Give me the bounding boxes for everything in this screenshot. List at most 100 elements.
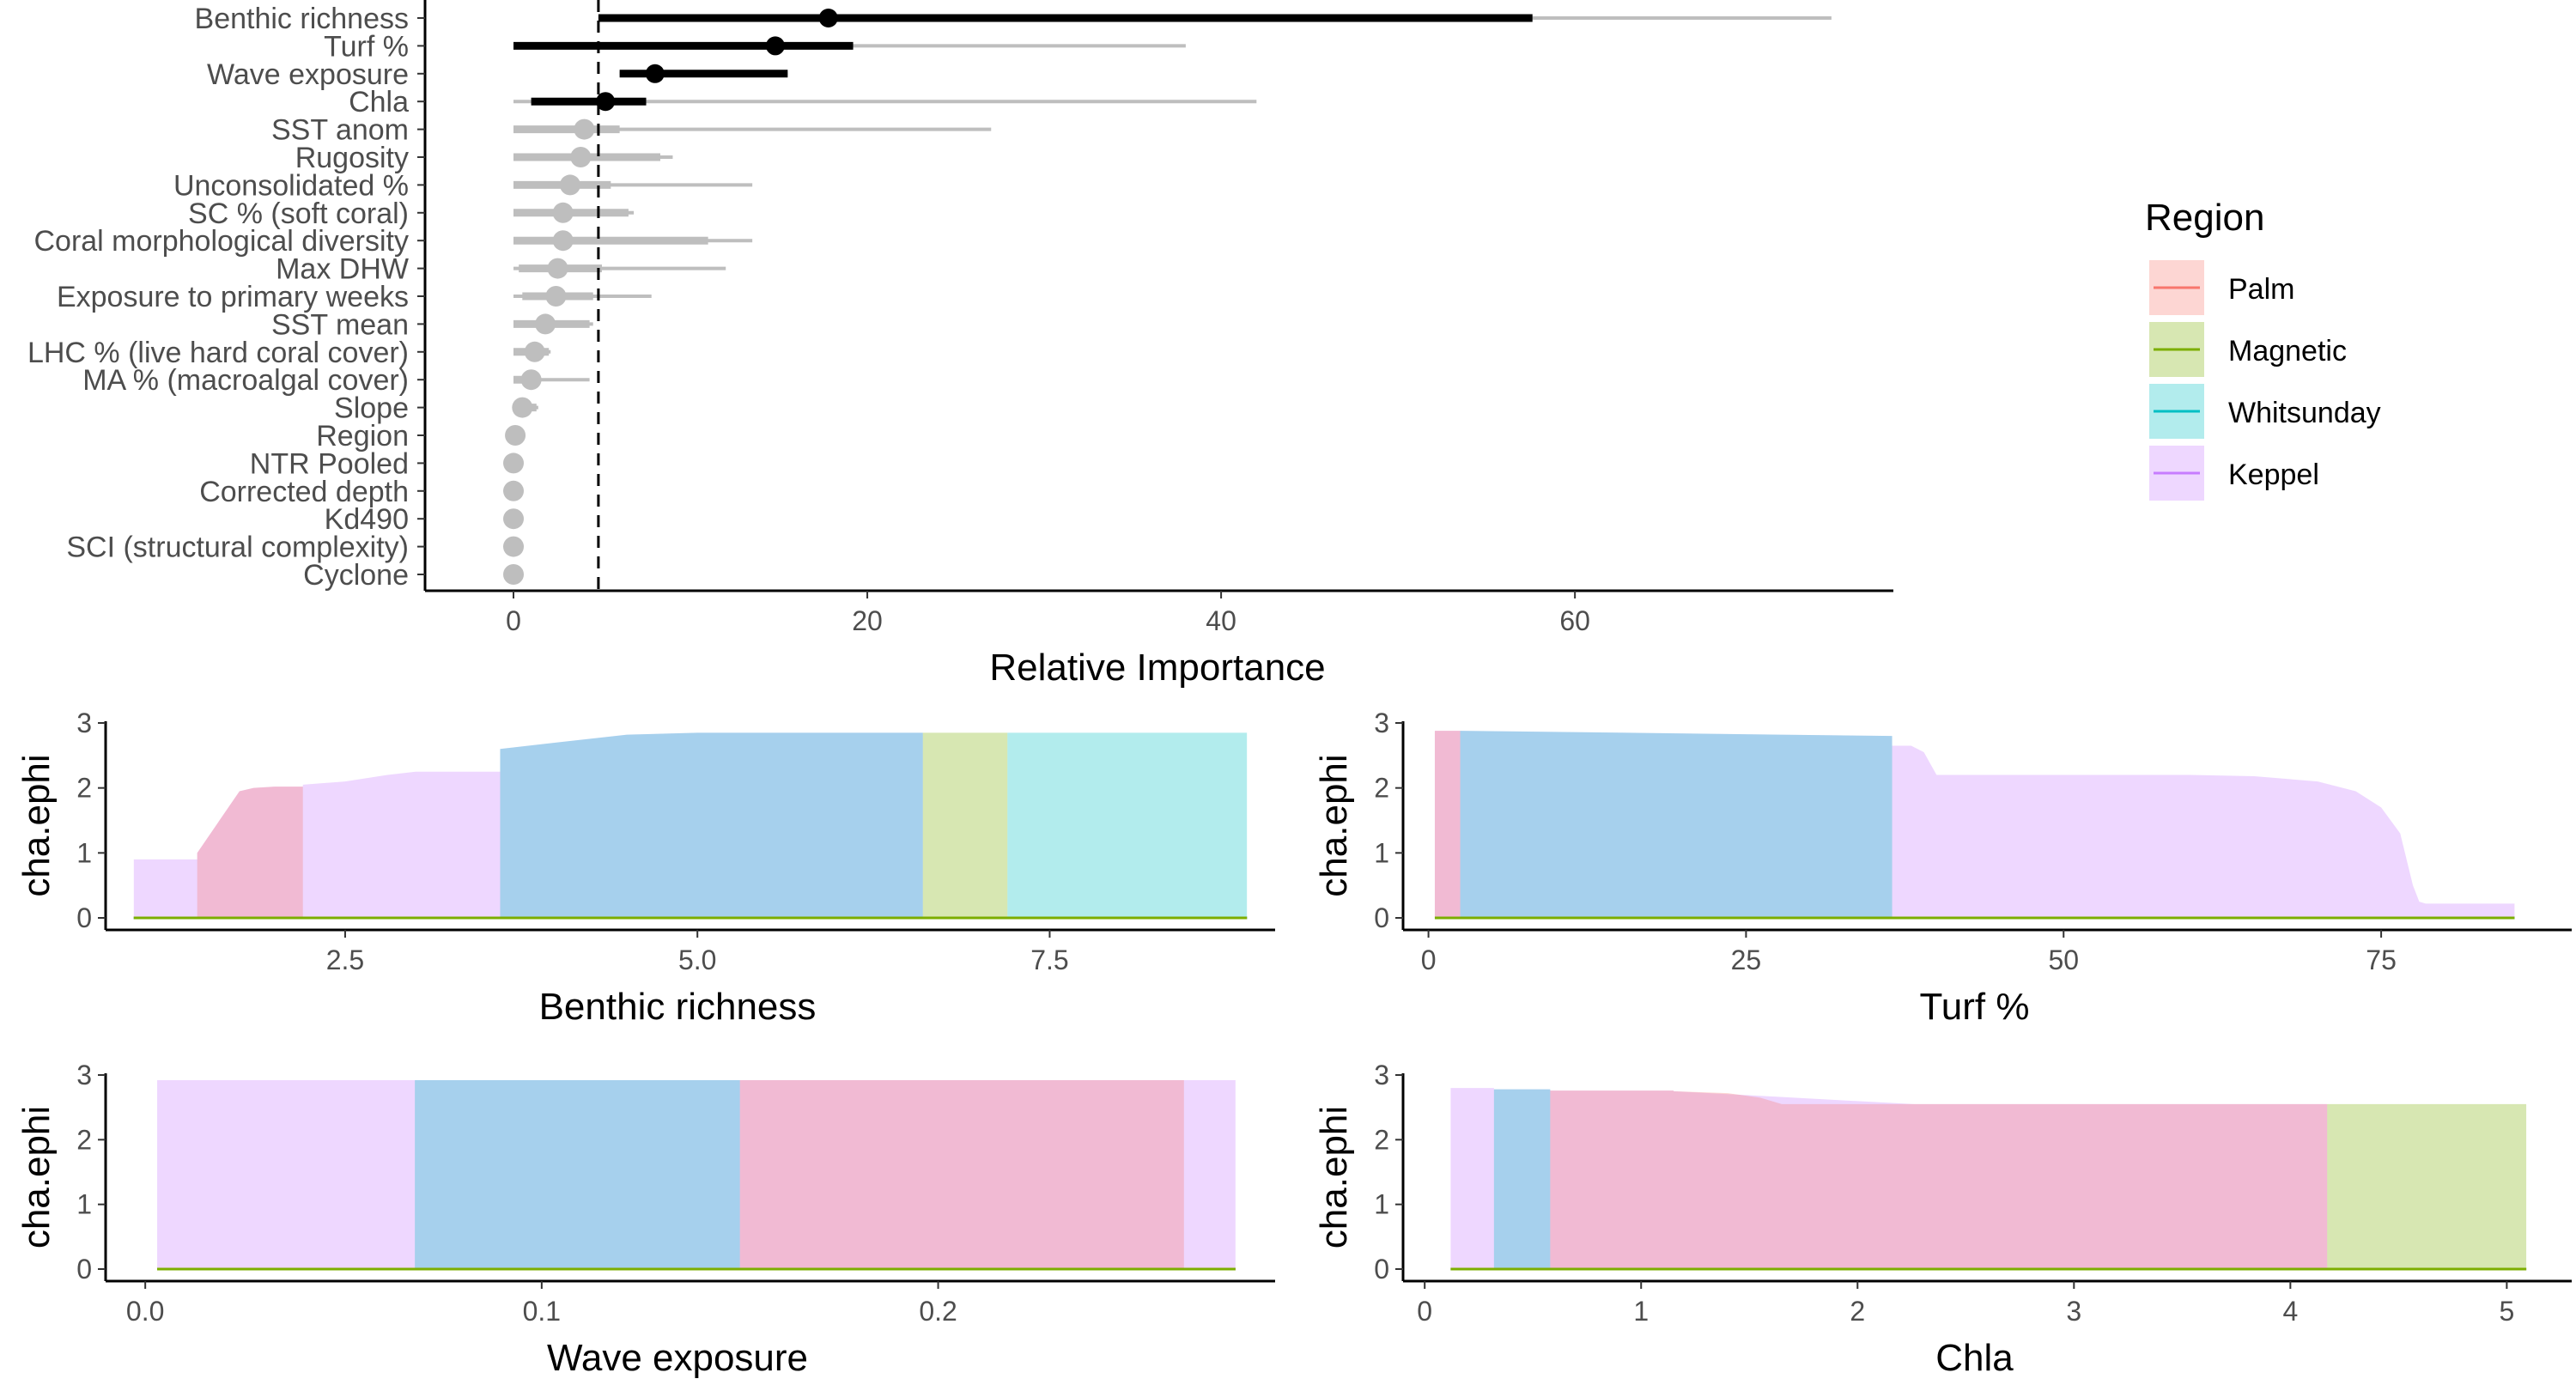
variable-label: Benthic richness	[195, 3, 409, 35]
x-tick-label: 25	[1731, 945, 1762, 975]
median-point	[512, 397, 533, 418]
y-axis-title: cha.ephi	[1313, 1106, 1355, 1248]
variable-label: Chla	[349, 86, 409, 118]
median-point	[535, 313, 556, 335]
dependence-panel-benthic-richness: 0 1 2 3 2.5 5.0 7.5 Benthic richness cha.ephi	[15, 708, 1275, 1028]
dependence-panel-chla: 0 1 2 3 0 1 2 3 4 5 Chla cha.ephi	[1313, 1060, 2572, 1379]
variable-label: Kd490	[325, 503, 409, 536]
x-axis-title: Chla	[1935, 1337, 2014, 1379]
median-point	[503, 508, 525, 530]
variable-label: Rugosity	[295, 142, 409, 174]
x-tick-label: 0	[1417, 1296, 1432, 1327]
area-keppel	[157, 1080, 1236, 1269]
median-point	[552, 202, 574, 223]
x-tick-label: 5.0	[678, 945, 716, 975]
x-tick-label: 7.5	[1030, 945, 1068, 975]
variable-label: NTR Pooled	[250, 447, 409, 480]
median-point	[520, 369, 542, 391]
variable-label: SC % (soft coral)	[188, 197, 409, 230]
area-whitsunday	[1434, 731, 2515, 918]
y-tick-label: 0	[76, 902, 92, 933]
median-point	[524, 341, 545, 362]
legend-label-palm: Palm	[2228, 273, 2294, 306]
x-tick-label: 20	[852, 605, 883, 636]
x-tick-label: 2	[1850, 1296, 1865, 1327]
x-tick-label: 4	[2282, 1296, 2298, 1327]
x-tick-label: 0.1	[523, 1296, 561, 1327]
x-axis-title: Benthic richness	[539, 986, 817, 1028]
region-legend: Region Palm Magnetic Whitsunday Keppel	[2145, 197, 2381, 501]
variable-label: SST mean	[271, 308, 409, 341]
area-whitsunday	[133, 732, 1248, 918]
median-point	[765, 36, 785, 56]
y-tick-label: 1	[76, 1189, 92, 1220]
median-point	[574, 118, 595, 140]
y-tick-label: 0	[1374, 1254, 1389, 1285]
median-point	[503, 536, 525, 557]
y-tick-label: 2	[1374, 773, 1389, 804]
legend-label-whitsunday: Whitsunday	[2228, 397, 2381, 429]
y-axis-title: cha.ephi	[1313, 754, 1355, 896]
variable-label: Exposure to primary weeks	[57, 281, 409, 313]
variable-label: Cyclone	[303, 559, 409, 592]
median-point	[503, 564, 525, 585]
median-point	[503, 453, 525, 474]
x-axis-title: Relative Importance	[989, 647, 1325, 689]
dependence-panel-turf: 0 1 2 3 0 25 50 75 Turf % cha.ephi	[1313, 708, 2572, 1028]
x-tick-label: 40	[1206, 605, 1236, 636]
area-keppel	[1450, 1088, 2527, 1269]
variable-label: Coral morphological diversity	[33, 225, 409, 258]
area-magnetic	[1450, 1103, 2527, 1269]
x-tick-label: 75	[2366, 945, 2397, 975]
legend-label-magnetic: Magnetic	[2228, 335, 2347, 367]
area-magnetic	[133, 732, 1248, 918]
median-point	[503, 480, 525, 501]
area-palm	[157, 1080, 1236, 1269]
y-tick-label: 2	[76, 1124, 92, 1155]
y-tick-label: 2	[76, 773, 92, 804]
y-tick-label: 1	[1374, 1189, 1389, 1220]
variable-label: Wave exposure	[207, 58, 409, 91]
y-axis-title: cha.ephi	[15, 754, 58, 896]
x-tick-label: 0	[1421, 945, 1437, 975]
x-tick-label: 0.0	[126, 1296, 164, 1327]
y-tick-label: 3	[76, 708, 92, 738]
variable-label: Slope	[334, 392, 409, 425]
x-axis-title: Wave exposure	[547, 1337, 808, 1379]
y-tick-label: 0	[76, 1254, 92, 1285]
variable-label: LHC % (live hard coral cover)	[27, 337, 409, 369]
x-tick-label: 0	[506, 605, 521, 636]
variable-label: Turf %	[324, 30, 409, 63]
legend-label-keppel: Keppel	[2228, 459, 2319, 491]
median-point	[818, 9, 838, 27]
median-point	[552, 230, 574, 252]
median-point	[570, 147, 592, 167]
median-point	[505, 425, 526, 446]
variable-label: Region	[316, 420, 409, 453]
y-tick-label: 0	[1374, 902, 1389, 933]
y-axis-title: cha.ephi	[15, 1106, 58, 1248]
y-tick-label: 3	[1374, 708, 1389, 738]
area-keppel	[1434, 731, 2515, 918]
area-palm	[133, 787, 1248, 918]
x-axis-title: Turf %	[1920, 986, 2030, 1028]
dependence-panel-wave-exposure: 0 1 2 3 0.0 0.1 0.2 Wave exposure cha.ephi	[15, 1060, 1275, 1379]
y-tick-label: 3	[1374, 1060, 1389, 1090]
x-tick-label: 5	[2499, 1296, 2514, 1327]
y-tick-label: 2	[1374, 1124, 1389, 1155]
area-whitsunday	[157, 1080, 1236, 1269]
y-tick-label: 1	[1374, 837, 1389, 868]
variable-label: SCI (structural complexity)	[66, 531, 409, 564]
median-point	[545, 286, 567, 307]
area-keppel	[133, 732, 1248, 918]
variable-label: SST anom	[271, 114, 409, 147]
x-tick-label: 3	[2066, 1296, 2081, 1327]
median-point	[559, 174, 580, 196]
variable-label: Unconsolidated %	[173, 169, 409, 202]
legend-title: Region	[2145, 197, 2264, 239]
x-tick-label: 2.5	[326, 945, 364, 975]
x-tick-label: 0.2	[919, 1296, 957, 1327]
median-point	[547, 258, 568, 279]
